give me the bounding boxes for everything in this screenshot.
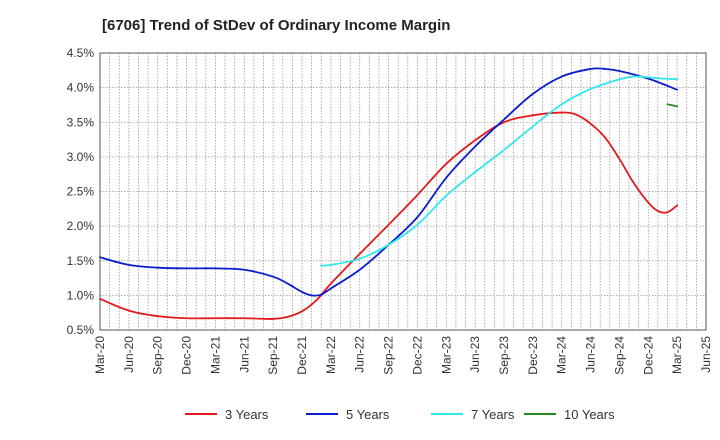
y-axis: 0.5% 1.0% 1.5% 2.0% 2.5% 3.0% 3.5% 4.0% 4.5%	[67, 46, 95, 337]
x-tick-label: Mar-23	[439, 336, 453, 374]
legend: 3 Years 5 Years 7 Years 10 Years	[185, 407, 615, 422]
x-tick-label: Jun-20	[122, 336, 136, 373]
x-tick-label: Jun-22	[353, 336, 367, 373]
y-tick-label: 2.5%	[67, 185, 95, 199]
x-tick-label: Mar-21	[208, 336, 222, 374]
x-tick-label: Sep-24	[612, 336, 626, 375]
y-tick-label: 1.0%	[67, 288, 95, 302]
y-tick-label: 2.0%	[67, 219, 95, 233]
y-tick-label: 3.0%	[67, 150, 95, 164]
x-tick-label: Sep-20	[151, 336, 165, 375]
y-tick-label: 3.5%	[67, 115, 95, 129]
x-tick-label: Mar-20	[93, 336, 107, 374]
x-tick-label: Mar-24	[555, 336, 569, 374]
x-tick-label: Dec-23	[526, 336, 540, 375]
series-line-2	[99, 67, 679, 297]
x-tick-label: Dec-22	[410, 336, 424, 375]
grid	[99, 52, 707, 331]
legend-label: 10 Years	[564, 407, 615, 422]
x-tick-label: Dec-24	[641, 336, 655, 375]
x-tick-label: Mar-25	[670, 336, 684, 374]
plot-area-border	[99, 52, 707, 331]
legend-label: 5 Years	[346, 407, 390, 422]
chart-title: [6706] Trend of StDev of Ordinary Income…	[102, 17, 450, 34]
legend-label: 3 Years	[225, 407, 269, 422]
x-tick-label: Sep-21	[266, 336, 280, 375]
x-tick-label: Jun-21	[237, 336, 251, 373]
x-tick-label: Jun-23	[468, 336, 482, 373]
x-tick-label: Dec-21	[295, 336, 309, 375]
x-tick-label: Sep-23	[497, 336, 511, 375]
x-tick-label: Sep-22	[382, 336, 396, 375]
series-line-3	[320, 75, 679, 267]
x-axis: Mar-20 Jun-20 Sep-20 Dec-20 Mar-21 Jun-21 Sep-…	[93, 336, 713, 375]
x-tick-label: Dec-20	[180, 336, 194, 375]
x-tick-label: Mar-22	[324, 336, 338, 374]
series-line-4	[666, 103, 679, 108]
series-lines	[99, 67, 679, 320]
x-tick-label: Jun-25	[699, 336, 713, 373]
series-line-1	[99, 111, 679, 320]
legend-label: 7 Years	[471, 407, 515, 422]
y-tick-label: 4.0%	[67, 81, 95, 95]
y-tick-label: 0.5%	[67, 323, 95, 337]
y-tick-label: 1.5%	[67, 254, 95, 268]
y-tick-label: 4.5%	[67, 46, 95, 60]
x-tick-label: Jun-24	[584, 336, 598, 373]
